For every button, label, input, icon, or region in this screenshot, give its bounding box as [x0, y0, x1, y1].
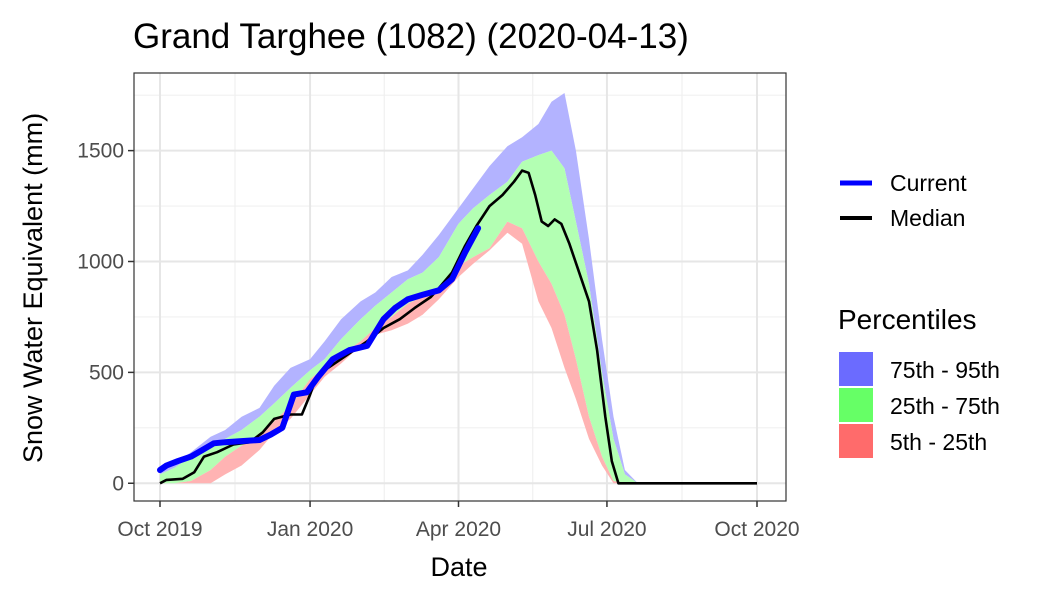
x-axis-title: Date: [430, 552, 487, 582]
x-tick-label: Apr 2020: [416, 518, 501, 541]
legend-label-median: Median: [890, 205, 965, 231]
band-5th-25th: [160, 221, 757, 484]
legend-swatch: [839, 424, 873, 458]
y-tick-label: 500: [89, 361, 124, 384]
x-tick-label: Jul 2020: [567, 518, 646, 541]
y-axis: 0 500 1000 1500: [77, 140, 134, 495]
x-tick-label: Jan 2020: [267, 518, 353, 541]
legend-fill-label: 5th - 25th: [890, 429, 987, 455]
y-tick-label: 0: [112, 472, 124, 495]
legend-swatch: [839, 352, 873, 386]
legend-label-current: Current: [890, 170, 967, 196]
plot-panel-border: [133, 72, 787, 502]
chart-title: Grand Targhee (1082) (2020-04-13): [133, 17, 689, 56]
y-tick-label: 1500: [77, 140, 124, 163]
current-line: [157, 225, 482, 473]
legend-fill-label: 25th - 75th: [890, 393, 1000, 419]
legend-title-percentiles: Percentiles: [838, 304, 977, 335]
x-tick-label: Oct 2020: [714, 518, 799, 541]
y-tick-label: 1000: [77, 250, 124, 273]
legend: Current Median Percentiles 75th - 95th 25th …: [838, 170, 1000, 458]
x-tick-label: Oct 2019: [117, 518, 202, 541]
band-75th-95th: [160, 93, 757, 484]
series-lines: [157, 169, 757, 485]
y-axis-title: Snow Water Equivalent (mm): [18, 113, 48, 463]
legend-fill-label: 75th - 95th: [890, 357, 1000, 383]
x-axis: Oct 2019 Jan 2020 Apr 2020 Jul 2020 Oct 2020: [117, 501, 800, 541]
legend-swatch: [839, 388, 873, 422]
